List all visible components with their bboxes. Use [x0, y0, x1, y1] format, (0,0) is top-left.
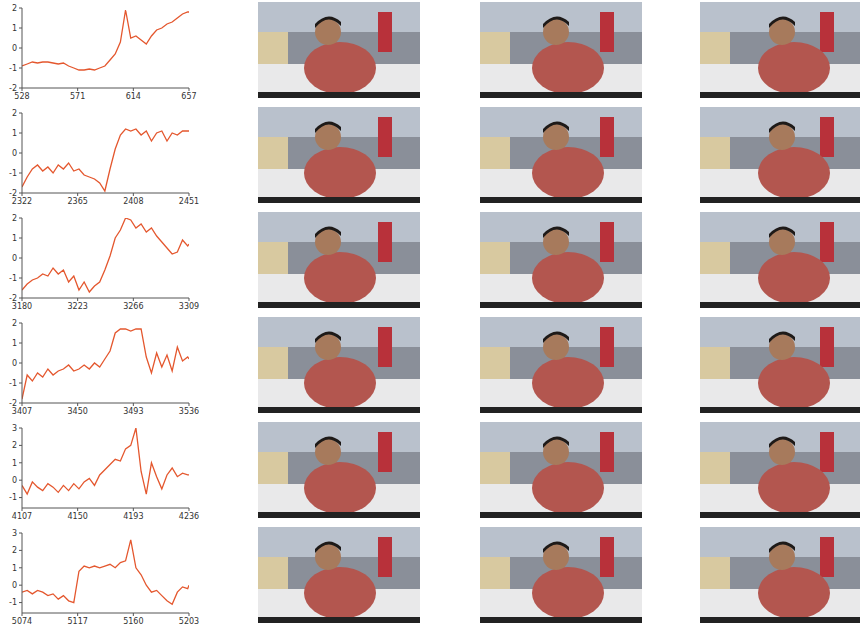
svg-text:3536: 3536	[179, 407, 199, 416]
svg-text:-2: -2	[9, 189, 17, 198]
svg-text:4193: 4193	[123, 512, 143, 521]
svg-text:3266: 3266	[123, 302, 143, 311]
svg-text:-2: -2	[9, 84, 17, 93]
svg-text:-1: -1	[9, 379, 17, 388]
svg-text:0: 0	[12, 581, 17, 590]
svg-text:1: 1	[12, 129, 17, 138]
svg-text:5203: 5203	[179, 617, 199, 626]
svg-text:0: 0	[12, 359, 17, 368]
svg-text:2: 2	[12, 4, 17, 13]
svg-text:5117: 5117	[67, 617, 87, 626]
svg-text:2: 2	[12, 441, 17, 450]
svg-text:0: 0	[12, 476, 17, 485]
svg-text:-1: -1	[9, 169, 17, 178]
svg-text:2: 2	[12, 319, 17, 328]
svg-text:4150: 4150	[67, 512, 87, 521]
svg-text:2: 2	[12, 214, 17, 223]
svg-text:1: 1	[12, 234, 17, 243]
svg-text:4107: 4107	[12, 512, 32, 521]
svg-text:0: 0	[12, 254, 17, 263]
svg-text:3: 3	[12, 424, 17, 433]
svg-text:-1: -1	[9, 493, 17, 502]
svg-text:614: 614	[126, 92, 141, 101]
svg-text:5160: 5160	[123, 617, 143, 626]
svg-text:2: 2	[12, 546, 17, 555]
svg-text:1: 1	[12, 339, 17, 348]
svg-text:1: 1	[12, 459, 17, 468]
svg-text:-1: -1	[9, 274, 17, 283]
svg-text:1: 1	[12, 24, 17, 33]
svg-text:0: 0	[12, 44, 17, 53]
svg-text:3223: 3223	[67, 302, 87, 311]
svg-text:3309: 3309	[179, 302, 199, 311]
svg-text:4236: 4236	[179, 512, 199, 521]
svg-text:5074: 5074	[12, 617, 32, 626]
svg-text:2365: 2365	[67, 197, 87, 206]
svg-text:3407: 3407	[12, 407, 32, 416]
svg-text:-2: -2	[9, 294, 17, 303]
svg-text:-2: -2	[9, 399, 17, 408]
svg-text:571: 571	[70, 92, 85, 101]
svg-text:3493: 3493	[123, 407, 143, 416]
svg-text:-1: -1	[9, 64, 17, 73]
svg-text:-1: -1	[9, 598, 17, 607]
svg-text:0: 0	[12, 149, 17, 158]
svg-text:2408: 2408	[123, 197, 143, 206]
svg-text:528: 528	[14, 92, 29, 101]
svg-text:3: 3	[12, 529, 17, 538]
svg-text:1: 1	[12, 564, 17, 573]
svg-text:2322: 2322	[12, 197, 32, 206]
svg-text:2451: 2451	[179, 197, 199, 206]
svg-text:657: 657	[181, 92, 196, 101]
svg-text:2: 2	[12, 109, 17, 118]
svg-text:3180: 3180	[12, 302, 32, 311]
svg-text:3450: 3450	[67, 407, 87, 416]
